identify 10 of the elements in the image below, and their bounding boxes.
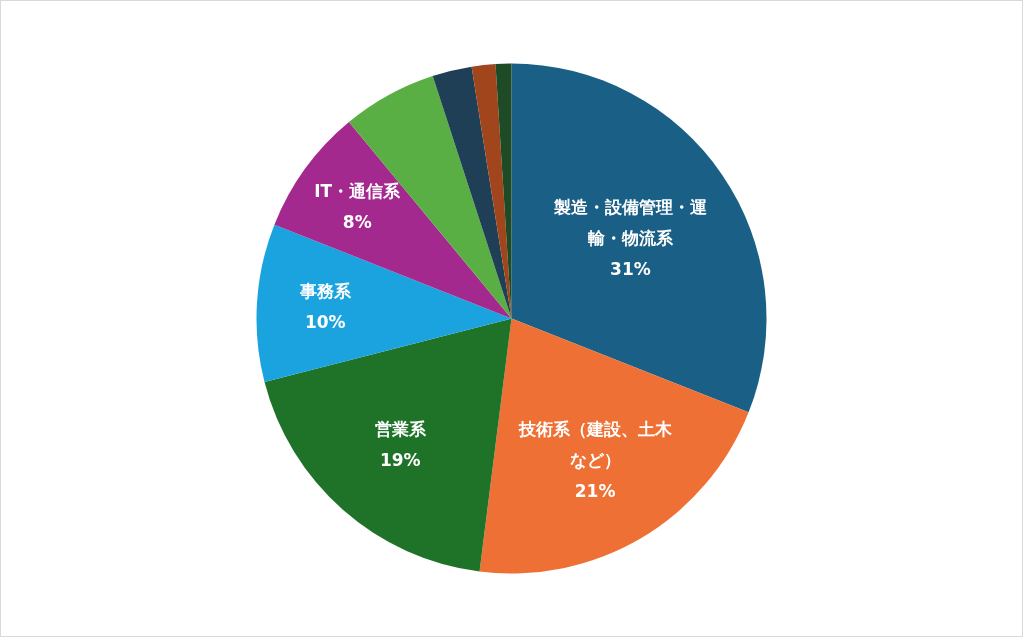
slice-label: 事務系 — [298, 281, 352, 302]
data-label: 8% — [342, 211, 372, 232]
data-label: 10% — [304, 312, 346, 333]
data-label: 21% — [574, 480, 616, 501]
slice-label: IT・通信系 — [314, 180, 402, 201]
slice-label: 製造・設備管理・運輸・物流系 — [552, 196, 707, 248]
data-label: 31% — [610, 258, 651, 279]
slice-label: 技術系（建設、土木など） — [517, 418, 673, 470]
data-label: 19% — [379, 450, 421, 471]
slice-label: 営業系 — [374, 419, 427, 440]
